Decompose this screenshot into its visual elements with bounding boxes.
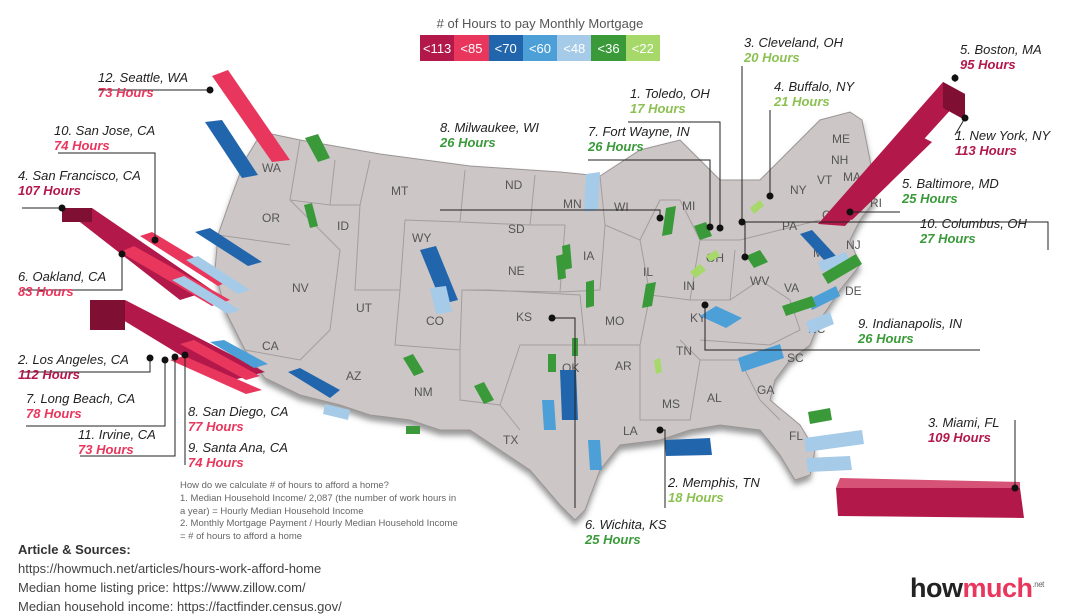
state-pa: PA	[782, 219, 797, 233]
legend-item: <70	[488, 35, 523, 61]
state-ne: NE	[508, 264, 525, 278]
state-borders	[217, 139, 821, 431]
state-mi: MI	[682, 199, 695, 213]
bar-boston	[840, 136, 932, 220]
state-ar: AR	[615, 359, 632, 373]
legend-item: <48	[557, 35, 592, 61]
sources-heading: Article & Sources:	[18, 542, 131, 557]
label-columbus: 10. Columbus, OH 27 Hours	[920, 216, 1027, 246]
label-seattle: 12. Seattle, WA 73 Hours	[98, 70, 189, 100]
label-boston: 5. Boston, MA 95 Hours	[960, 42, 1042, 72]
label-wichita: 6. Wichita, KS 25 Hours	[585, 517, 667, 547]
legend: # of Hours to pay Monthly Mortgage <113 …	[420, 16, 660, 61]
label-new-york: 1. New York, NY 113 Hours	[955, 128, 1051, 158]
legend-item: <22	[625, 35, 660, 61]
note-line: = # of hours to afford a home	[180, 531, 303, 543]
leader-dots	[58, 74, 1019, 492]
note-line: a year) = Hourly Median Household Income	[180, 505, 364, 517]
state-tn: TN	[676, 344, 692, 358]
state-sc: SC	[787, 351, 804, 365]
state-wi: WI	[614, 200, 629, 214]
state-de: DE	[845, 284, 862, 298]
state-in: IN	[683, 279, 695, 293]
source-line: https://howmuch.net/articles/hours-work-…	[18, 560, 322, 576]
state-wv: WV	[750, 274, 769, 288]
state-al: AL	[707, 391, 722, 405]
state-id: ID	[337, 219, 349, 233]
logo-suffix: .net	[1032, 580, 1045, 589]
label-irvine: 11. Irvine, CA 73 Hours	[78, 427, 156, 457]
state-wy: WY	[412, 231, 431, 245]
label-indianapolis: 9. Indianapolis, IN 26 Hours	[858, 316, 963, 346]
legend-item: <36	[591, 35, 626, 61]
us-outline	[214, 111, 876, 521]
state-tx: TX	[503, 433, 518, 447]
state-nh: NH	[831, 153, 848, 167]
bar-miami	[836, 478, 1024, 518]
label-oakland: 6. Oakland, CA 83 Hours	[18, 269, 107, 299]
state-ut: UT	[356, 301, 373, 315]
label-toledo: 1. Toledo, OH 17 Hours	[630, 86, 710, 116]
source-line: Median household income: https://factfin…	[18, 598, 342, 614]
sources: Article & Sources: https://howmuch.net/a…	[18, 541, 342, 616]
bar-irvine	[180, 340, 260, 380]
state-co: CO	[426, 314, 444, 328]
state-mo: MO	[605, 314, 624, 328]
label-san-diego: 8. San Diego, CA 77 Hours	[188, 404, 289, 434]
state-me: ME	[832, 132, 850, 146]
state-nj: NJ	[846, 238, 861, 252]
state-il: IL	[643, 265, 653, 279]
label-long-beach: 7. Long Beach, CA 78 Hours	[26, 391, 136, 421]
note-line: How do we calculate # of hours to afford…	[180, 480, 389, 491]
label-buffalo: 4. Buffalo, NY 21 Hours	[774, 79, 855, 109]
state-ga: GA	[757, 383, 774, 397]
label-miami: 3. Miami, FL 109 Hours	[928, 415, 1000, 445]
state-la: LA	[623, 424, 638, 438]
state-wa: WA	[262, 161, 281, 175]
bar-long-beach	[170, 356, 262, 394]
state-ia: IA	[583, 249, 594, 263]
label-san-francisco: 4. San Francisco, CA 107 Hours	[18, 168, 141, 198]
legend-item: <85	[454, 35, 489, 61]
legend-title: # of Hours to pay Monthly Mortgage	[436, 16, 644, 31]
logo-text-a: how	[910, 573, 963, 603]
label-san-jose: 10. San Jose, CA 74 Hours	[54, 123, 156, 153]
label-fort-wayne: 7. Fort Wayne, IN 26 Hours	[588, 124, 690, 154]
label-baltimore: 5. Baltimore, MD 25 Hours	[902, 176, 999, 206]
bar-new-york	[818, 82, 965, 226]
logo-text-b: much	[962, 573, 1034, 603]
howmuch-logo: howmuch.net	[910, 573, 1044, 604]
state-va: VA	[784, 281, 799, 295]
state-ky: KY	[690, 311, 706, 325]
source-line: Median home listing price: https://www.z…	[18, 579, 306, 595]
state-nd: ND	[505, 178, 523, 192]
state-ny: NY	[790, 183, 807, 197]
note-line: 2. Monthly Mortgage Payment / Hourly Med…	[180, 518, 458, 530]
state-nv: NV	[292, 281, 309, 295]
state-az: AZ	[346, 369, 361, 383]
state-vt: VT	[817, 173, 833, 187]
state-nm: NM	[414, 385, 433, 399]
state-or: OR	[262, 211, 280, 225]
state-ks: KS	[516, 310, 532, 324]
label-milwaukee: 8. Milwaukee, WI 26 Hours	[440, 120, 539, 150]
label-memphis: 2. Memphis, TN 18 Hours	[668, 475, 760, 505]
state-sd: SD	[508, 222, 525, 236]
state-mt: MT	[391, 184, 409, 198]
legend-item: <113	[420, 35, 455, 61]
state-mn: MN	[563, 197, 582, 211]
legend-scale: <113 <85 <70 <60 <48 <36 <22	[420, 35, 660, 61]
city-bars	[62, 70, 1024, 518]
state-fl: FL	[789, 429, 803, 443]
state-ca: CA	[262, 339, 279, 353]
legend-item: <60	[522, 35, 558, 61]
label-cleveland: 3. Cleveland, OH 20 Hours	[744, 35, 843, 65]
note-line: 1. Median Household Income/ 2,087 (the n…	[180, 492, 457, 504]
label-los-angeles: 2. Los Angeles, CA 112 Hours	[18, 352, 129, 382]
methodology-note: How do we calculate # of hours to afford…	[180, 480, 510, 544]
label-santa-ana: 9. Santa Ana, CA 74 Hours	[188, 440, 288, 470]
bar-seattle	[212, 70, 290, 162]
state-ms: MS	[662, 397, 680, 411]
